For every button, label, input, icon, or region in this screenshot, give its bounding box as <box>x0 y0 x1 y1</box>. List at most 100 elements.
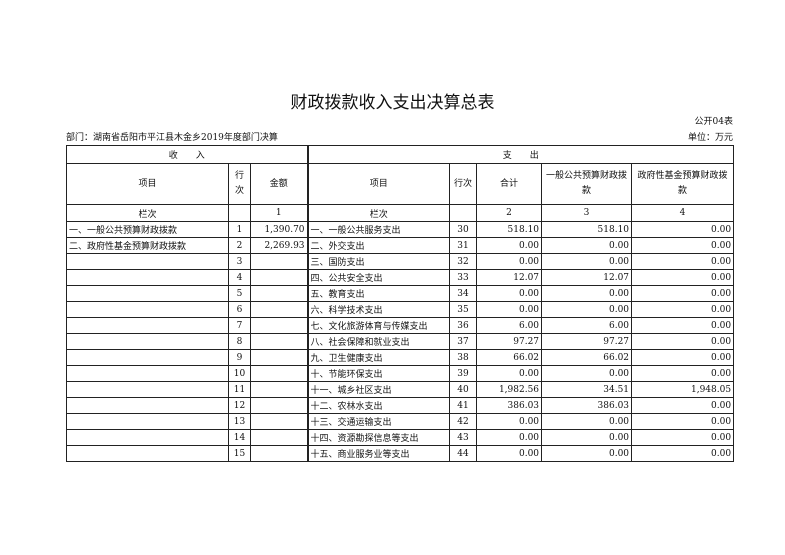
income-row-no: 14 <box>228 429 251 446</box>
income-amount <box>249 429 309 446</box>
expense-item: 九、卫生健康支出 <box>306 349 451 366</box>
general-budget-amount: 0.00 <box>541 301 633 318</box>
income-amount <box>249 285 309 302</box>
income-amount <box>249 301 309 318</box>
index-empty <box>449 204 478 222</box>
table-row: 4 四、公共安全支出 33 12.07 12.07 0.00 <box>66 269 735 286</box>
index-income-amount: 1 <box>249 204 309 222</box>
income-amount <box>249 381 309 398</box>
expense-item: 五、教育支出 <box>306 285 451 302</box>
income-item-header: 项目 <box>66 163 229 205</box>
income-item <box>66 333 229 350</box>
income-row-no: 3 <box>228 253 251 270</box>
income-amount <box>249 333 309 350</box>
total-amount: 386.03 <box>476 397 543 414</box>
expense-item: 十、节能环保支出 <box>306 365 451 382</box>
fund-budget-amount: 0.00 <box>631 333 735 350</box>
fund-budget-amount: 0.00 <box>631 445 735 462</box>
income-row-no: 1 <box>228 221 251 238</box>
income-row-no: 8 <box>228 333 251 350</box>
total-amount: 0.00 <box>476 429 543 446</box>
fund-budget-amount: 0.00 <box>631 301 735 318</box>
income-amount <box>249 397 309 414</box>
total-amount: 66.02 <box>476 349 543 366</box>
income-row-no: 2 <box>228 237 251 254</box>
fund-budget-amount: 0.00 <box>631 269 735 286</box>
general-budget-amount: 0.00 <box>541 285 633 302</box>
expense-row-no: 34 <box>449 285 478 302</box>
income-row-no: 9 <box>228 349 251 366</box>
income-item: 二、政府性基金预算财政拨款 <box>66 237 229 254</box>
expense-item: 七、文化旅游体育与传媒支出 <box>306 317 451 334</box>
total-amount: 0.00 <box>476 365 543 382</box>
index-label: 栏次 <box>66 204 229 222</box>
expense-row-no: 40 <box>449 381 478 398</box>
expense-row-no: 42 <box>449 413 478 430</box>
table-row: 3 三、国防支出 32 0.00 0.00 0.00 <box>66 253 735 270</box>
income-item <box>66 445 229 462</box>
fund-budget-amount: 1,948.05 <box>631 381 735 398</box>
income-row-no: 4 <box>228 269 251 286</box>
index-exp-label: 栏次 <box>306 204 451 222</box>
general-budget-amount: 0.00 <box>541 413 633 430</box>
income-row-no: 10 <box>228 365 251 382</box>
expense-row-no: 37 <box>449 333 478 350</box>
general-budget-amount: 0.00 <box>541 429 633 446</box>
expense-row-no: 36 <box>449 317 478 334</box>
fund-budget-amount: 0.00 <box>631 413 735 430</box>
expense-item: 八、社会保障和就业支出 <box>306 333 451 350</box>
general-budget-amount: 34.51 <box>541 381 633 398</box>
page-title: 财政拨款收入支出决算总表 <box>290 93 495 113</box>
general-budget-amount: 0.00 <box>541 445 633 462</box>
income-item <box>66 349 229 366</box>
income-item <box>66 381 229 398</box>
total-amount: 0.00 <box>476 413 543 430</box>
total-amount: 518.10 <box>476 221 543 238</box>
income-item <box>66 365 229 382</box>
income-header: 收 入 <box>65 145 309 164</box>
header-row-group: 收 入 支 出 <box>65 145 735 164</box>
table-row: 9 九、卫生健康支出 38 66.02 66.02 0.00 <box>66 349 735 366</box>
income-amount <box>249 269 309 286</box>
expense-row-no: 38 <box>449 349 478 366</box>
income-item <box>66 317 229 334</box>
general-budget-amount: 0.00 <box>541 237 633 254</box>
total-amount: 12.07 <box>476 269 543 286</box>
general-budget-amount: 6.00 <box>541 317 633 334</box>
fund-budget-amount: 0.00 <box>631 397 735 414</box>
income-amount <box>249 349 309 366</box>
general-budget-amount: 12.07 <box>541 269 633 286</box>
income-amount <box>249 317 309 334</box>
table-row: 6 六、科学技术支出 35 0.00 0.00 0.00 <box>66 301 735 318</box>
expense-header: 支 出 <box>306 145 735 164</box>
expense-item: 十三、交通运输支出 <box>306 413 451 430</box>
header-row-columns: 项目 行次 金额 项目 行次 合计 一般公共预算财政拨款 政府性基金预算财政拨款 <box>66 163 735 205</box>
fund-budget-amount: 0.00 <box>631 349 735 366</box>
fund-budget-amount: 0.00 <box>631 317 735 334</box>
index-general: 3 <box>541 204 633 222</box>
income-item <box>66 397 229 414</box>
table-row: 12 十二、农林水支出 41 386.03 386.03 0.00 <box>66 397 735 414</box>
expense-item-header: 项目 <box>306 163 451 205</box>
total-amount: 6.00 <box>476 317 543 334</box>
form-number: 公开04表 <box>694 117 733 127</box>
expense-row-no: 30 <box>449 221 478 238</box>
income-item <box>66 285 229 302</box>
index-total: 2 <box>476 204 543 222</box>
fund-budget-header: 政府性基金预算财政拨款 <box>631 163 735 205</box>
table-row: 8 八、社会保障和就业支出 37 97.27 97.27 0.00 <box>66 333 735 350</box>
expense-row-no: 41 <box>449 397 478 414</box>
table-row: 11 十一、城乡社区支出 40 1,982.56 34.51 1,948.05 <box>66 381 735 398</box>
income-item <box>66 429 229 446</box>
expense-item: 十四、资源勘探信息等支出 <box>306 429 451 446</box>
general-budget-header: 一般公共预算财政拨款 <box>541 163 633 205</box>
total-header: 合计 <box>476 163 543 205</box>
expense-row-no: 32 <box>449 253 478 270</box>
income-item <box>66 253 229 270</box>
expense-row-no: 33 <box>449 269 478 286</box>
expense-item: 十二、农林水支出 <box>306 397 451 414</box>
table-row: 10 十、节能环保支出 39 0.00 0.00 0.00 <box>66 365 735 382</box>
income-row-no: 11 <box>228 381 251 398</box>
expense-row-no: 35 <box>449 301 478 318</box>
table-row: 14 十四、资源勘探信息等支出 43 0.00 0.00 0.00 <box>66 429 735 446</box>
